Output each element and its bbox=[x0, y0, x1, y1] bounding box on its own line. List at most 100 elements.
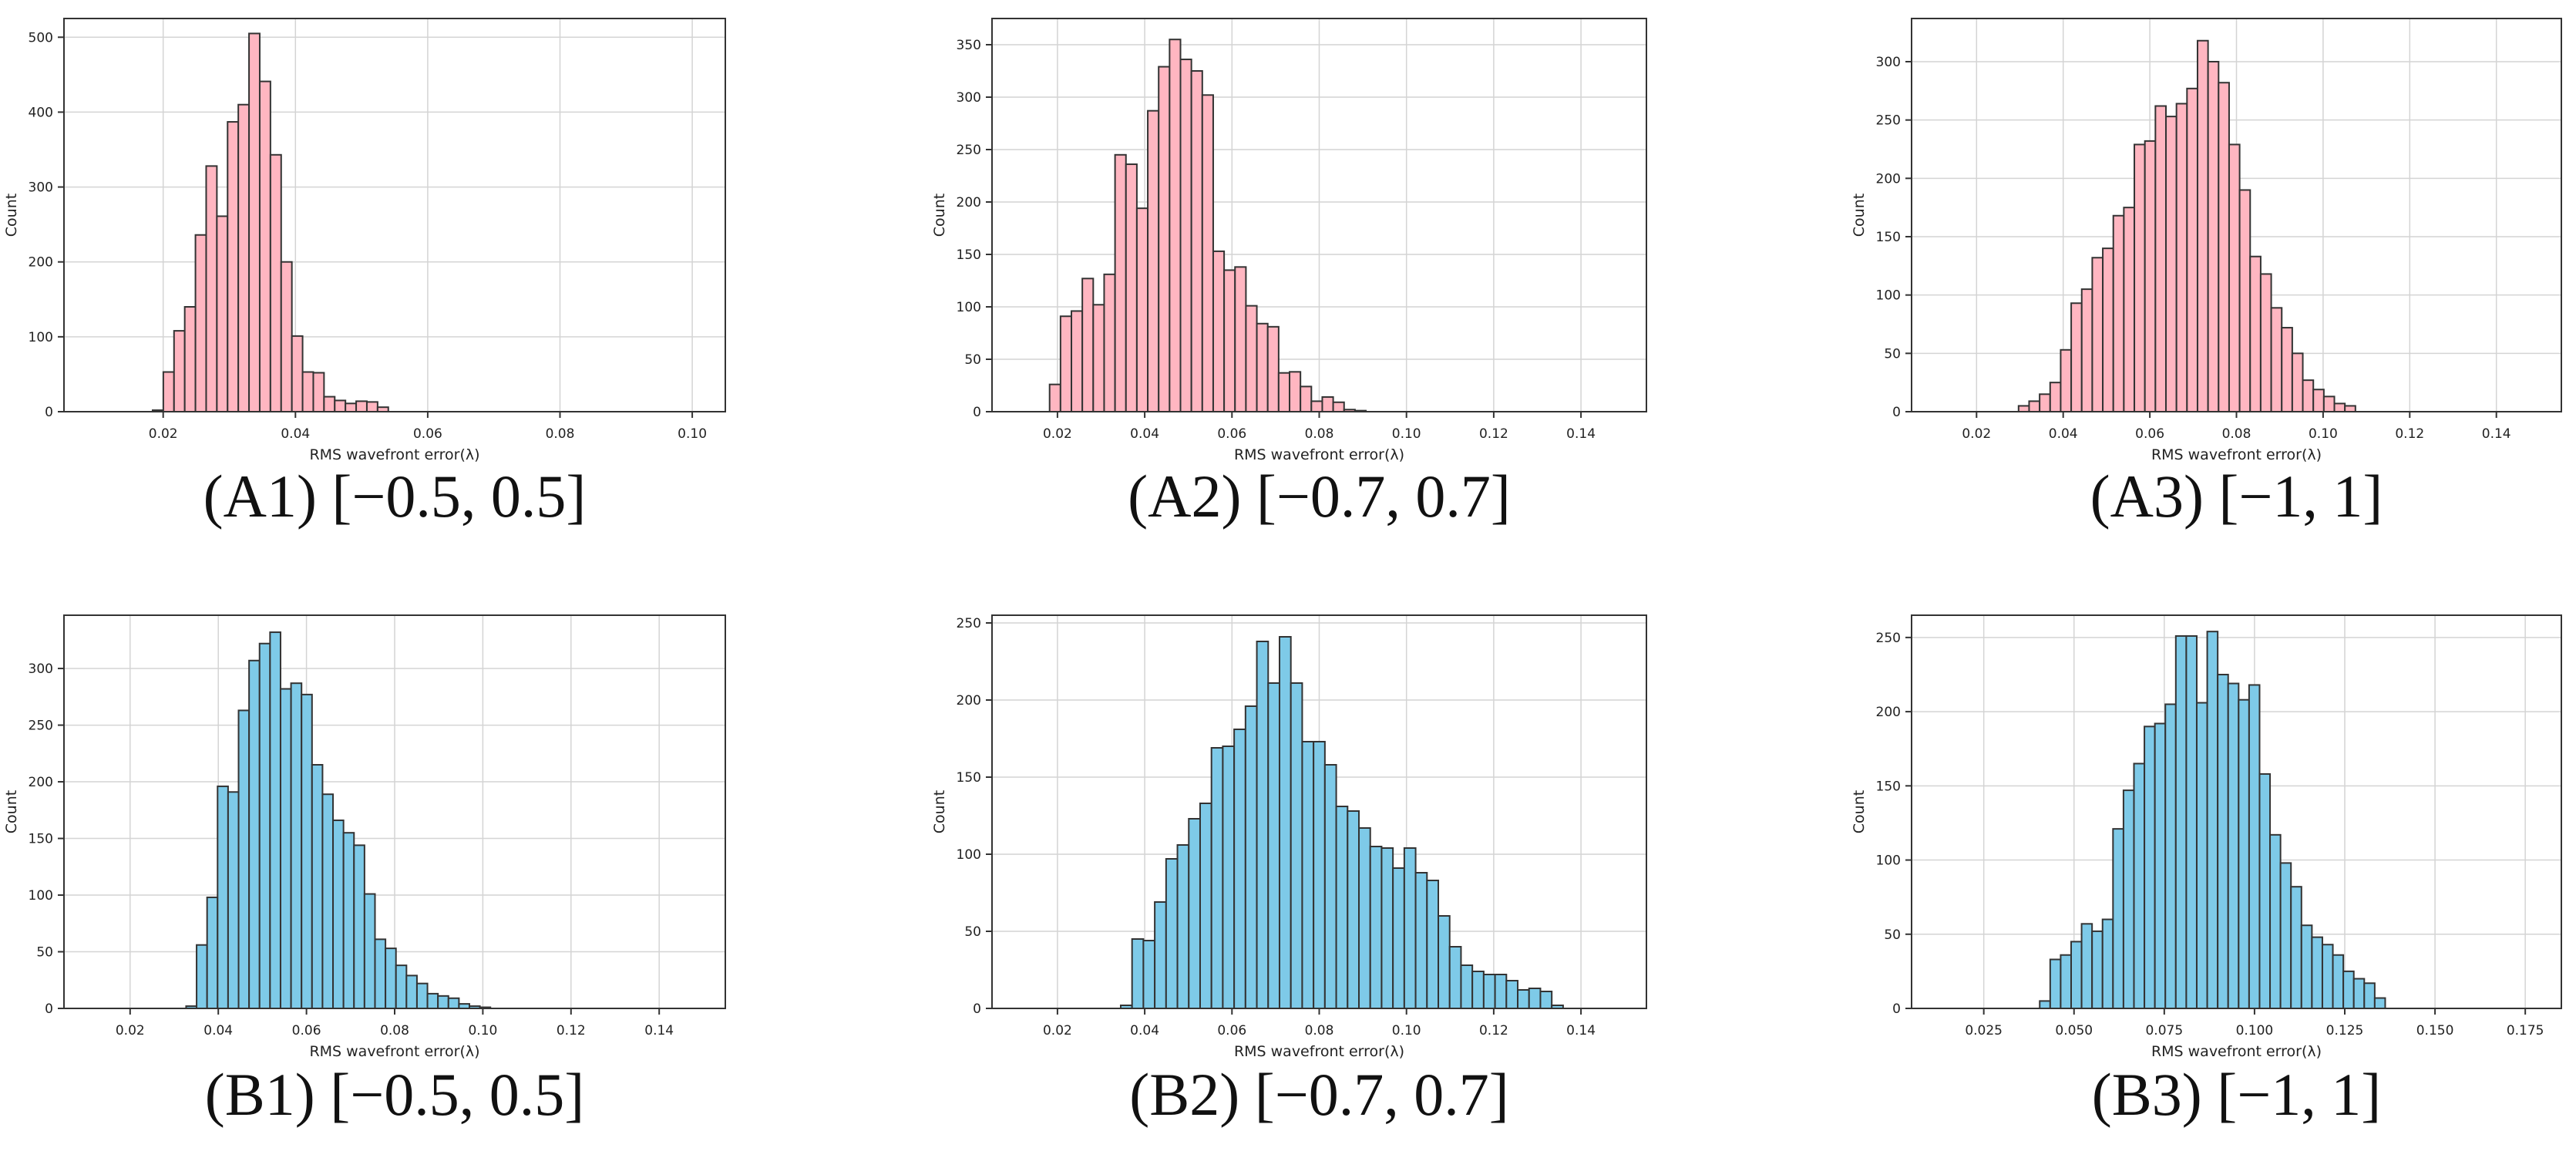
histogram-bar bbox=[2269, 833, 2282, 1010]
chart-panel-b1: 0.02 0.04 0.06 0.08 0.10 0.12 0.14 0 50 100 150 200… bbox=[3, 614, 726, 1128]
histogram-bar bbox=[1313, 741, 1326, 1009]
histogram-bar bbox=[2164, 703, 2177, 1009]
histogram-bar bbox=[1158, 66, 1171, 412]
histogram-bar bbox=[258, 80, 271, 412]
histogram-bar bbox=[2322, 396, 2336, 413]
histogram-bar bbox=[1256, 641, 1270, 1009]
x-tick-label: 0.14 bbox=[1566, 426, 1596, 442]
histogram-bar bbox=[205, 165, 218, 412]
histogram-bar bbox=[1199, 803, 1212, 1009]
histogram-bar bbox=[374, 938, 387, 1009]
histogram-bar bbox=[405, 974, 418, 1010]
y-axis-label: Count bbox=[931, 194, 948, 237]
x-tick-label: 0.025 bbox=[1965, 1023, 2003, 1038]
histogram-bar bbox=[2101, 918, 2114, 1010]
x-tick-label: 0.10 bbox=[468, 1023, 497, 1038]
histogram-bar bbox=[2060, 348, 2073, 413]
x-tick-label: 0.04 bbox=[281, 426, 310, 442]
histogram-bar bbox=[2175, 103, 2188, 412]
histogram-bar bbox=[1131, 938, 1145, 1009]
histogram-bar bbox=[1369, 846, 1383, 1009]
histogram-bar bbox=[1135, 207, 1149, 412]
histogram-bar bbox=[2144, 725, 2156, 1009]
histogram-bar bbox=[269, 631, 281, 1009]
histogram-bar bbox=[1403, 847, 1417, 1009]
histogram-bar bbox=[2227, 682, 2240, 1010]
histogram-bar bbox=[280, 261, 293, 413]
histogram-bar bbox=[2112, 828, 2124, 1009]
y-tick-label: 200 bbox=[29, 775, 53, 790]
histogram-bar bbox=[1380, 847, 1394, 1009]
histogram-bar bbox=[2311, 936, 2323, 1010]
histogram-bar bbox=[1266, 325, 1280, 412]
histogram-bar bbox=[1482, 974, 1496, 1009]
histogram-bar bbox=[1147, 109, 1160, 412]
y-axis-label: Count bbox=[3, 790, 20, 833]
y-tick-label: 400 bbox=[29, 105, 53, 120]
panel-caption-b2: (B2) [−0.7, 0.7] bbox=[1129, 1061, 1508, 1128]
histogram-bar bbox=[2373, 997, 2386, 1010]
histogram-bar bbox=[1267, 682, 1280, 1009]
y-tick-label: 300 bbox=[29, 180, 53, 196]
x-tick-label: 0.14 bbox=[644, 1023, 674, 1038]
histogram-bar bbox=[1301, 741, 1315, 1009]
histogram-bar bbox=[2238, 189, 2251, 412]
histogram-bar bbox=[2133, 762, 2146, 1009]
y-tick-label: 100 bbox=[1876, 288, 1901, 304]
y-tick-label: 300 bbox=[957, 90, 981, 106]
histogram-bar bbox=[1176, 844, 1190, 1009]
axes-frame-b3 bbox=[1911, 614, 2562, 1009]
histogram-bar bbox=[1347, 810, 1360, 1009]
histogram-bar bbox=[227, 791, 240, 1009]
histogram-bar bbox=[2091, 257, 2104, 412]
histogram-bar bbox=[1539, 991, 1553, 1009]
histogram-bar bbox=[2091, 930, 2104, 1010]
histogram-bar bbox=[1212, 250, 1226, 413]
histogram-bar bbox=[290, 682, 303, 1009]
y-tick-label: 100 bbox=[29, 888, 53, 904]
histogram-bar bbox=[1179, 59, 1192, 412]
y-tick-label: 0 bbox=[1892, 1001, 1901, 1017]
histogram-bar bbox=[2165, 116, 2177, 412]
y-tick-label: 50 bbox=[1884, 927, 1901, 943]
histogram-bar bbox=[1335, 806, 1349, 1009]
x-tick-label: 0.10 bbox=[1392, 426, 1421, 442]
histogram-bar bbox=[1222, 746, 1236, 1009]
y-tick-label: 300 bbox=[29, 661, 53, 677]
histogram-bar bbox=[1426, 880, 1440, 1009]
histogram-bar bbox=[1414, 872, 1428, 1009]
histogram-bar bbox=[312, 372, 325, 413]
histogram-bar bbox=[2218, 82, 2230, 412]
x-tick-label: 0.14 bbox=[1566, 1023, 1596, 1038]
x-tick-label: 0.175 bbox=[2507, 1023, 2544, 1038]
histogram-bar bbox=[194, 234, 207, 412]
histogram-bar bbox=[2300, 924, 2313, 1010]
panel-caption-b1: (B1) [−0.5, 0.5] bbox=[205, 1061, 584, 1128]
histogram-bar bbox=[1125, 163, 1138, 412]
x-tick-label: 0.12 bbox=[2395, 426, 2424, 442]
histogram-bar bbox=[1201, 94, 1214, 412]
y-tick-label: 0 bbox=[1892, 405, 1901, 420]
histogram-bar bbox=[1188, 818, 1201, 1009]
histogram-bar bbox=[173, 330, 186, 413]
histogram-bar bbox=[1528, 988, 1542, 1009]
histogram-bar bbox=[2123, 207, 2136, 412]
y-tick-label: 0 bbox=[973, 1001, 981, 1017]
histogram-bar bbox=[1210, 747, 1224, 1009]
x-tick-label: 0.150 bbox=[2416, 1023, 2454, 1038]
histogram-bar bbox=[2279, 862, 2292, 1010]
histogram-bar bbox=[2248, 684, 2261, 1009]
histogram-bar bbox=[2070, 941, 2083, 1010]
histogram-bar bbox=[2039, 1000, 2051, 1009]
histogram-bar bbox=[415, 982, 429, 1009]
histogram-bar bbox=[365, 401, 378, 412]
histogram-bar bbox=[1438, 915, 1451, 1009]
y-tick-label: 250 bbox=[1876, 631, 1901, 646]
x-axis-label: RMS wavefront error(λ) bbox=[1234, 1043, 1404, 1060]
x-tick-label: 0.06 bbox=[1217, 426, 1246, 442]
histogram-bar bbox=[2312, 389, 2325, 412]
histogram-bar bbox=[1321, 396, 1334, 413]
x-axis-label: RMS wavefront error(λ) bbox=[309, 446, 479, 463]
histogram-bar bbox=[1471, 971, 1485, 1009]
x-tick-label: 0.06 bbox=[413, 426, 442, 442]
